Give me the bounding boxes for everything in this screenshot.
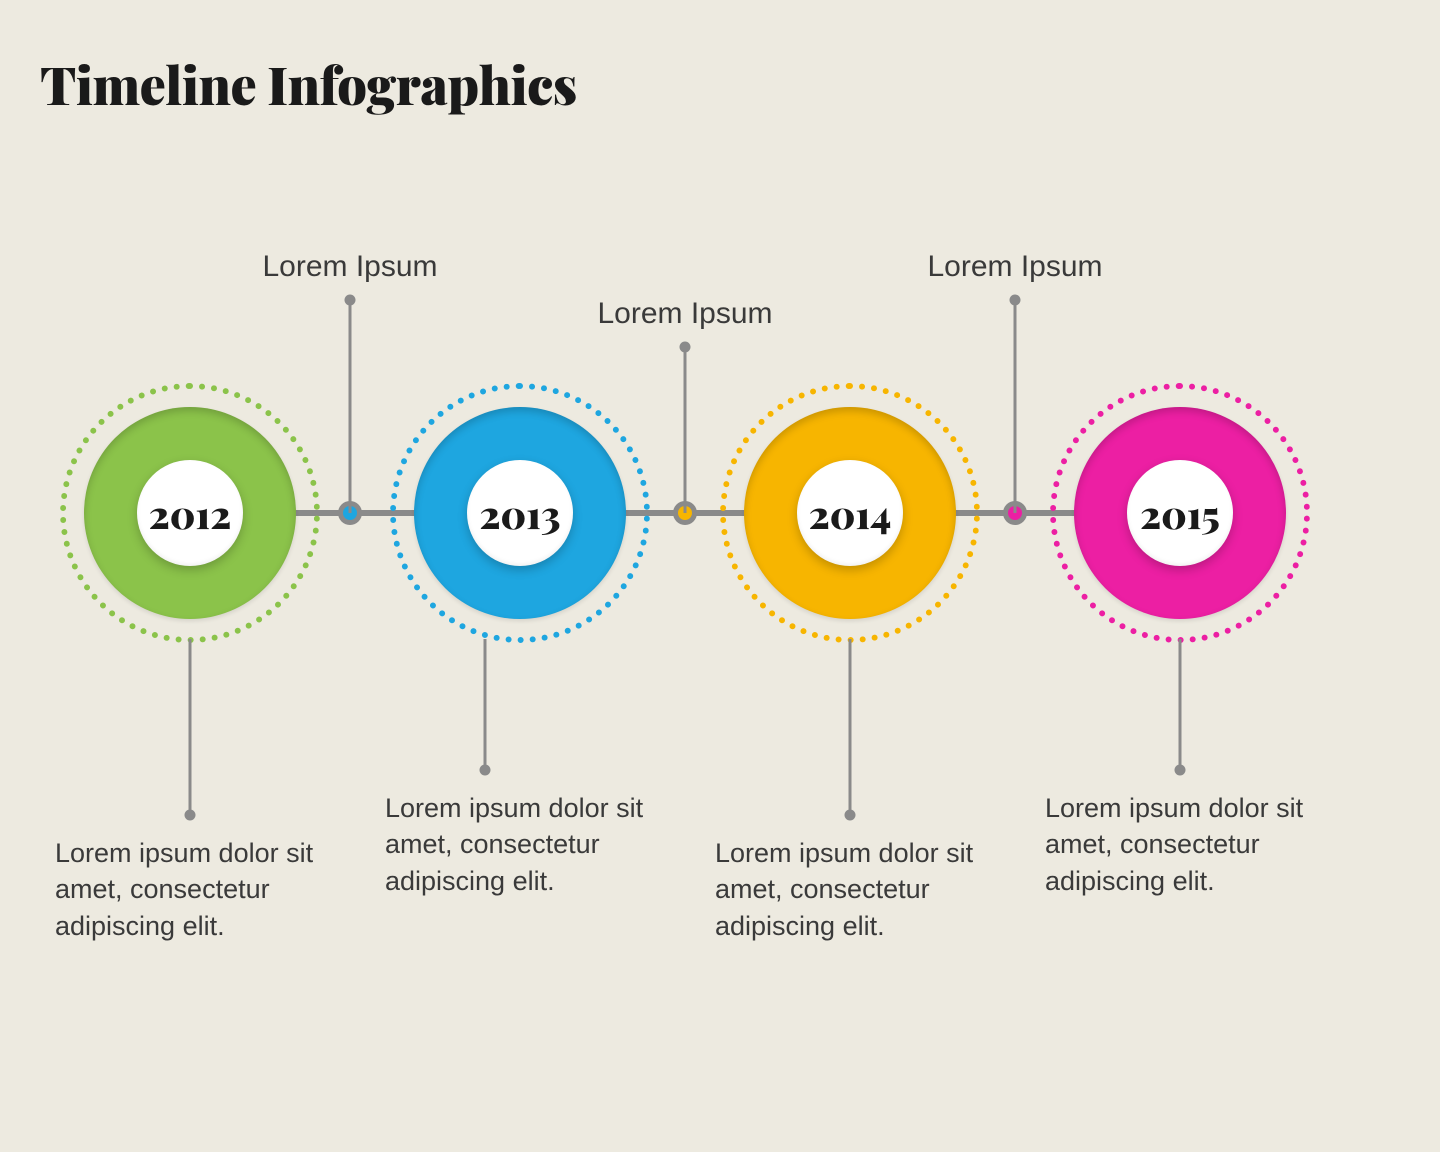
timeline-infographic: Timeline Infographics Lorem Ipsum Lorem Ip… [0,0,1440,1152]
leader-line-bottom [484,639,487,770]
leader-end-dot [1010,295,1021,306]
year-label: 2012 [149,488,232,539]
leader-line-top [1014,300,1017,513]
top-label: Lorem Ipsum [927,250,1102,284]
leader-line-top [684,347,687,513]
year-badge: 2015 [1127,460,1233,566]
leader-end-dot [845,810,856,821]
leader-end-dot [1175,765,1186,776]
year-label: 2014 [809,488,891,539]
node-description: Lorem ipsum dolor sit amet, consectetur … [385,790,675,899]
timeline-node-2015: 2015 [1050,383,1310,643]
node-description: Lorem ipsum dolor sit amet, consectetur … [55,835,345,944]
leader-end-dot [345,295,356,306]
node-description: Lorem ipsum dolor sit amet, consectetur … [1045,790,1335,899]
leader-line-top [349,300,352,513]
leader-end-dot [185,810,196,821]
page-title: Timeline Infographics [40,50,577,119]
leader-line-bottom [189,639,192,815]
top-label: Lorem Ipsum [597,297,772,331]
timeline-node-2013: 2013 [390,383,650,643]
year-badge: 2014 [797,460,903,566]
year-badge: 2012 [137,460,243,566]
leader-line-bottom [1179,639,1182,770]
leader-end-dot [680,342,691,353]
timeline-node-2014: 2014 [720,383,980,643]
top-label: Lorem Ipsum [262,250,437,284]
year-label: 2013 [479,488,560,539]
node-description: Lorem ipsum dolor sit amet, consectetur … [715,835,1005,944]
timeline-node-2012: 2012 [60,383,320,643]
year-label: 2015 [1140,488,1220,539]
year-badge: 2013 [467,460,573,566]
leader-end-dot [480,765,491,776]
leader-line-bottom [849,639,852,815]
